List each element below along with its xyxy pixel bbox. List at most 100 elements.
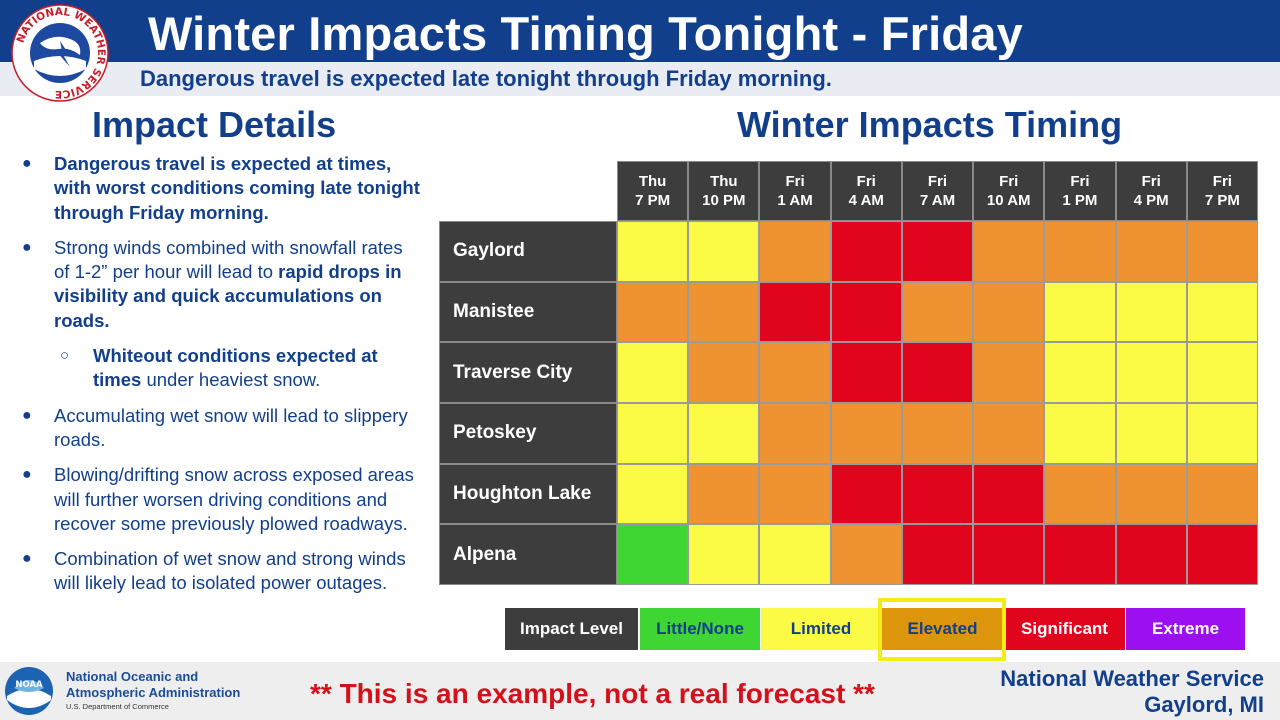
bullet-marker: ● <box>22 238 32 256</box>
column-time: 1 PM <box>1062 192 1098 209</box>
impact-cell-elevated <box>688 463 760 525</box>
impact-cell-significant <box>830 342 902 403</box>
impact-cell-significant <box>759 281 831 343</box>
impact-cell-elevated <box>830 524 902 585</box>
impact-cell-elevated <box>1115 463 1187 525</box>
nws-office-name: National Weather Service <box>1000 666 1264 691</box>
impact-cell-limited <box>1186 281 1258 343</box>
noaa-logo-text: NOAA <box>15 680 43 690</box>
impact-cell-elevated <box>759 221 831 282</box>
impact-cell-elevated <box>1186 463 1258 525</box>
impact-cell-significant <box>901 221 974 282</box>
bullet-marker: ● <box>22 550 32 568</box>
impact-bullet: ● Dangerous travel is expected at times, … <box>20 152 420 225</box>
column-day: Thu <box>638 173 667 190</box>
impact-cell-limited <box>1115 281 1187 343</box>
impact-cell-limited <box>759 524 831 585</box>
noaa-department: U.S. Department of Commerce <box>66 702 169 711</box>
legend-limited: Limited <box>761 608 881 650</box>
column-day: Fri <box>927 173 948 190</box>
impact-cell-elevated <box>688 281 760 343</box>
impact-cell-elevated <box>688 342 760 403</box>
legend-highlight-box <box>878 598 1006 661</box>
legend-significant: Significant <box>1004 608 1125 650</box>
subtitle-bar <box>0 62 1280 96</box>
impact-cell-elevated <box>973 281 1045 343</box>
timing-row-location: Houghton Lake <box>439 463 617 525</box>
bullet-bold-text: Whiteout conditions expected at times <box>93 345 378 391</box>
impact-bullet: ○ Whiteout conditions expected at times u… <box>20 344 420 393</box>
bullet-bold-text: rapid drops in visibility and quick accu… <box>54 261 402 331</box>
timing-row-location: Gaylord <box>439 221 617 282</box>
impact-cell-elevated <box>759 342 831 403</box>
impact-cell-elevated <box>1044 221 1116 282</box>
impact-bullet: ● Combination of wet snow and strong wind… <box>20 547 420 596</box>
footer-bar <box>0 662 1280 720</box>
timing-column-header: Fri 1 AM <box>759 161 831 221</box>
impact-cell-limited <box>1115 403 1187 464</box>
impact-cell-significant <box>901 342 974 403</box>
column-time: 4 PM <box>1133 192 1169 209</box>
impact-cell-limited <box>1186 403 1258 464</box>
impact-cell-elevated <box>1115 221 1187 282</box>
impact-cell-significant <box>901 524 974 585</box>
impact-cell-limited <box>1044 281 1116 343</box>
column-time: 7 PM <box>635 192 671 209</box>
impact-cell-significant <box>830 281 902 343</box>
timing-column-header: Fri 10 AM <box>973 161 1045 221</box>
column-time: 10 AM <box>986 192 1031 209</box>
bullet-text: Blowing/drifting snow across exposed are… <box>54 464 414 534</box>
bullet-marker: ○ <box>60 347 70 365</box>
impact-cell-significant <box>973 524 1045 585</box>
bullet-marker: ● <box>22 406 32 424</box>
impact-bullet: ● Strong winds combined with snowfall rat… <box>20 236 420 333</box>
noaa-agency-line2: Atmospheric Administration <box>66 685 241 700</box>
impact-cell-limited <box>1115 342 1187 403</box>
column-time: 1 AM <box>777 192 813 209</box>
impact-cell-elevated <box>1044 463 1116 525</box>
impact-cell-elevated <box>973 342 1045 403</box>
timing-row-location: Manistee <box>439 281 617 343</box>
impact-cell-limited <box>1186 342 1258 403</box>
timing-column-header: Thu 10 PM <box>688 161 760 221</box>
column-day: Fri <box>1212 173 1232 190</box>
impact-cell-significant <box>1115 524 1187 585</box>
impact-cell-limited <box>688 221 760 282</box>
legend-little: Little/None <box>640 608 760 650</box>
column-time: 10 PM <box>702 192 746 209</box>
impact-cell-limited <box>617 342 689 403</box>
impact-cell-significant <box>830 221 902 282</box>
example-disclaimer: ** This is an example, not a real foreca… <box>310 678 875 709</box>
impact-cell-limited <box>1044 342 1116 403</box>
header-bar <box>0 0 1280 62</box>
impacts-timing-grid: Thu 7 PM Thu 10 PM Fri 1 AM Fri 4 AM Fri 7 AM Fri 1… <box>439 161 1258 585</box>
column-day: Thu <box>710 173 738 190</box>
column-day: Fri <box>1141 173 1161 190</box>
impact-bullet: ● Blowing/drifting snow across exposed ar… <box>20 463 420 536</box>
impact-cell-elevated <box>759 403 831 464</box>
column-day: Fri <box>999 173 1019 190</box>
impact-cell-elevated <box>973 221 1045 282</box>
timing-column-header: Fri 7 PM <box>1186 161 1258 221</box>
timing-column-header: Fri 7 AM <box>901 161 974 221</box>
timing-row-location: Alpena <box>439 524 617 585</box>
timing-row-location: Petoskey <box>439 403 617 464</box>
impact-cell-elevated <box>973 403 1045 464</box>
impact-cell-elevated <box>617 281 689 343</box>
noaa-agency-name: National Oceanic and Atmospheric Adminis… <box>66 669 240 701</box>
impact-bullet: ● Accumulating wet snow will lead to slip… <box>20 404 420 453</box>
impact-details-list: ● Dangerous travel is expected at times, … <box>20 152 420 607</box>
impact-cell-elevated <box>901 281 974 343</box>
impact-cell-significant <box>1044 524 1116 585</box>
legend-elevated: Elevated <box>882 608 1003 650</box>
timing-column-header: Thu 7 PM <box>617 161 689 221</box>
impacts-timing-heading: Winter Impacts Timing <box>737 104 1123 145</box>
column-time: 4 AM <box>848 192 884 209</box>
page-subtitle: Dangerous travel is expected late tonigh… <box>140 66 832 91</box>
column-day: Fri <box>785 173 805 190</box>
page-title: Winter Impacts Timing Tonight - Friday <box>148 7 1023 60</box>
impact-cell-little <box>617 524 689 585</box>
bullet-text: under heaviest snow. <box>141 369 321 391</box>
impact-cell-elevated <box>1186 221 1258 282</box>
bullet-text: Accumulating wet snow will lead to slipp… <box>54 404 408 450</box>
